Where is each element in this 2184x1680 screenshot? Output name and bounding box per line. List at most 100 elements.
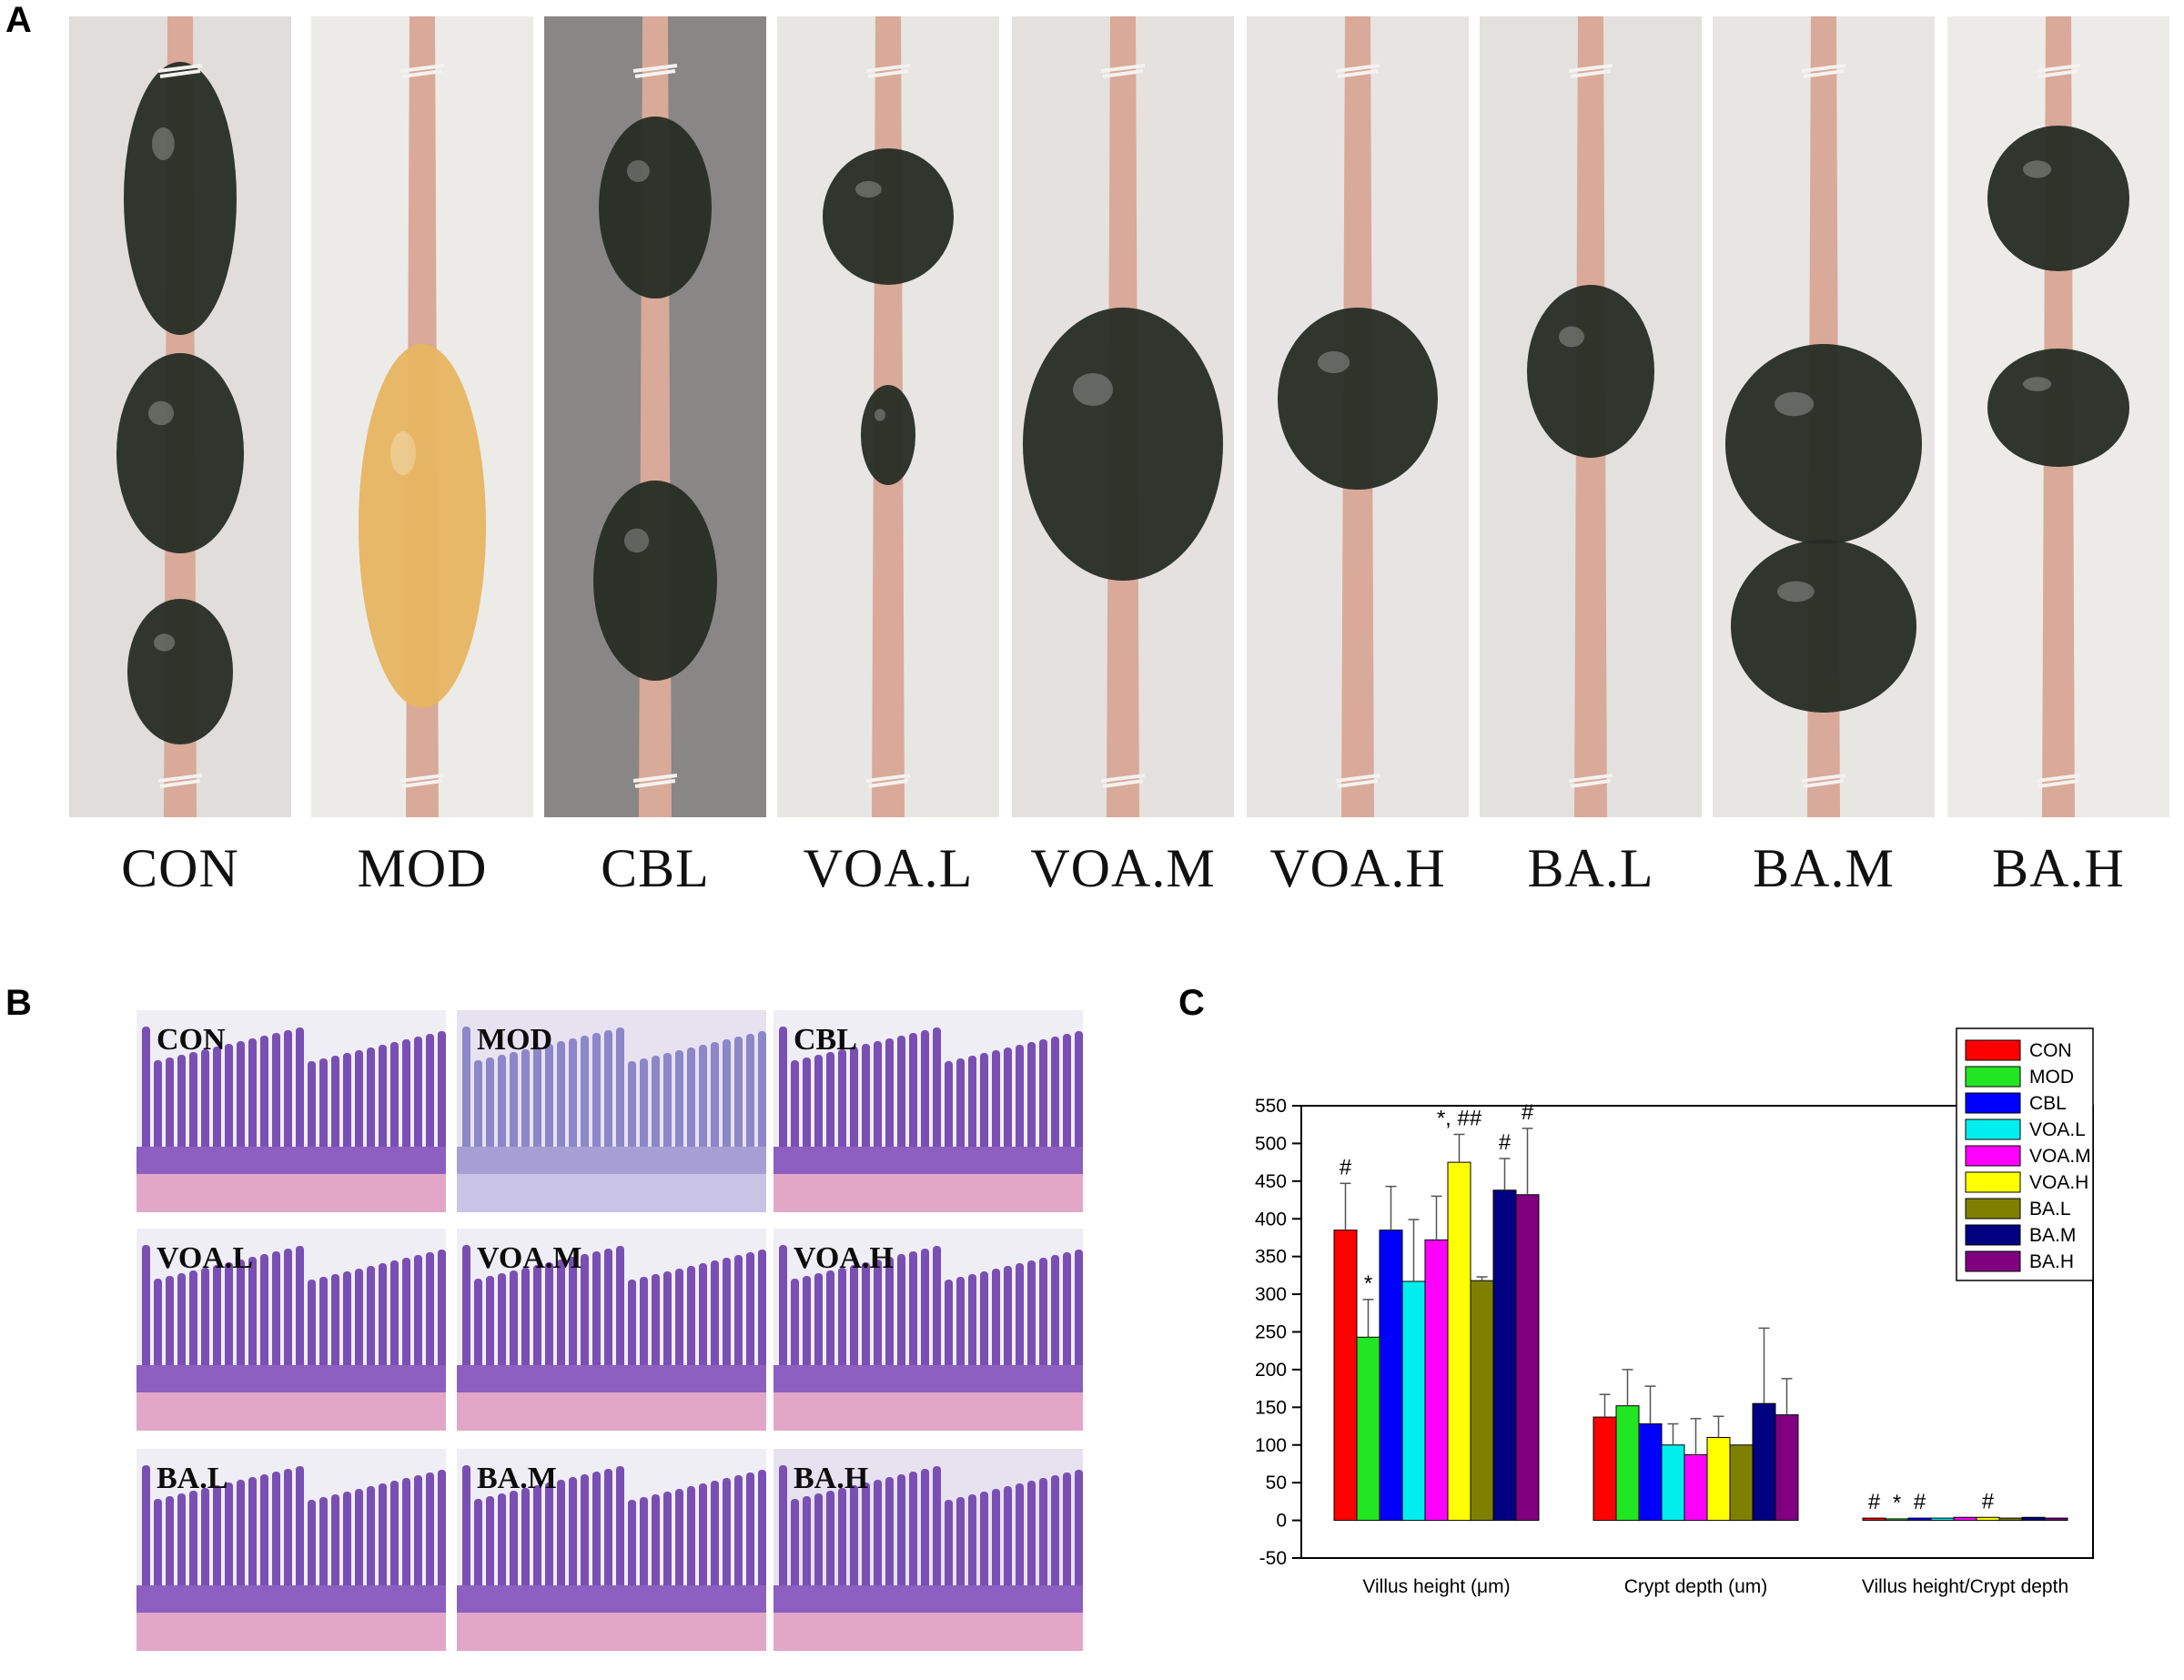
villus	[581, 1036, 589, 1165]
villus	[1063, 1252, 1071, 1383]
villus	[581, 1254, 589, 1383]
villus	[308, 1280, 316, 1383]
villus	[248, 1038, 257, 1165]
intestine-content	[1987, 349, 2129, 467]
histology-image-mod: MOD	[457, 1010, 766, 1212]
villus	[414, 1255, 422, 1383]
villus	[933, 1027, 941, 1165]
villus	[545, 1262, 553, 1383]
villus	[569, 1477, 577, 1604]
intestine-highlight	[1559, 326, 1584, 348]
intestine-content	[116, 353, 244, 553]
bar	[1684, 1454, 1708, 1522]
villus	[296, 1466, 304, 1604]
villus	[675, 1050, 683, 1165]
muscle-layer	[774, 1174, 1083, 1212]
intestine-highlight	[152, 127, 175, 160]
thread-tie	[1335, 774, 1380, 788]
y-tick-label: 100	[1255, 1435, 1287, 1456]
villus	[933, 1466, 941, 1604]
thread-tie	[2036, 774, 2081, 788]
histology-label-mod: MOD	[477, 1023, 553, 1057]
villus	[189, 1052, 197, 1165]
intestine-drawing	[116, 16, 244, 817]
villus	[367, 1047, 375, 1165]
villus	[319, 1058, 328, 1165]
histology-drawing	[774, 1027, 1083, 1212]
legend-label: CON	[2029, 1040, 2072, 1061]
villus	[687, 1047, 695, 1165]
intestine-content	[359, 344, 486, 708]
villus	[663, 1492, 672, 1604]
histology-drawing	[136, 1465, 446, 1651]
intestine-highlight	[624, 528, 650, 553]
legend-swatch	[1965, 1171, 2021, 1193]
villus	[462, 1465, 470, 1604]
villus	[874, 1260, 882, 1383]
villus	[723, 1478, 731, 1604]
histology-label-ba-m: BA.M	[477, 1462, 557, 1495]
crypt-layer	[136, 1147, 446, 1174]
villus	[426, 1034, 434, 1165]
villus	[640, 1497, 648, 1604]
y-tick-label: 550	[1255, 1096, 1287, 1117]
bar	[1401, 1280, 1426, 1522]
legend-label: MOD	[2029, 1067, 2074, 1088]
villus	[980, 1492, 988, 1604]
thread-tie	[1568, 64, 1613, 78]
crypt-layer	[136, 1585, 446, 1613]
villus	[1039, 1258, 1047, 1383]
villus	[510, 1270, 518, 1383]
intestine-highlight	[1774, 391, 1815, 417]
villus	[1051, 1255, 1059, 1383]
y-tick-label: 0	[1276, 1511, 1287, 1532]
intestine-highlight	[154, 633, 176, 652]
crypt-layer	[457, 1365, 766, 1392]
villus	[569, 1038, 577, 1165]
villus	[379, 1483, 387, 1604]
villus	[921, 1469, 929, 1604]
villus	[616, 1466, 624, 1604]
villus	[687, 1266, 695, 1383]
significance-mark: *, ##	[1437, 1106, 1482, 1130]
intestine-content	[124, 62, 237, 335]
intestine-photo-cbl	[544, 16, 766, 817]
villus	[862, 1262, 870, 1383]
villus	[885, 1257, 894, 1383]
villus	[142, 1465, 150, 1604]
intestine-highlight	[148, 400, 174, 426]
villus	[826, 1491, 834, 1604]
intestine-drawing	[1725, 16, 1922, 817]
villus	[390, 1042, 399, 1165]
villus	[874, 1480, 882, 1604]
legend-swatch	[1965, 1092, 2021, 1114]
legend-label: VOA.L	[2029, 1119, 2086, 1140]
villus	[355, 1489, 363, 1604]
bar-chart-svg: -50 0 50 100 150 200 250 300 350 400 450 500 550 Vill…	[1255, 1027, 2094, 1597]
histology-image-cbl: CBL	[774, 1010, 1083, 1212]
villus	[758, 1470, 766, 1604]
villus	[438, 1470, 446, 1604]
villus	[675, 1489, 683, 1604]
thread-tie	[1100, 64, 1146, 78]
thread-tie	[1100, 774, 1146, 788]
villus	[791, 1499, 799, 1604]
villus	[498, 1273, 506, 1383]
villus	[850, 1265, 858, 1383]
crypt-layer	[136, 1365, 446, 1392]
crypt-layer	[774, 1365, 1083, 1392]
villus	[758, 1031, 766, 1165]
villus	[1063, 1034, 1071, 1165]
villus	[308, 1061, 316, 1165]
crypt-layer	[774, 1585, 1083, 1613]
villus	[557, 1260, 565, 1383]
intestine-drawing	[1527, 16, 1654, 817]
villus	[909, 1033, 917, 1165]
photo-label-ba-m: BA.M	[1753, 838, 1895, 898]
legend-swatch	[1965, 1039, 2021, 1061]
villus	[272, 1033, 280, 1165]
intestine-highlight	[2023, 160, 2052, 178]
intestine-drawing	[823, 16, 954, 817]
intestine-content	[1278, 308, 1438, 490]
bar	[1356, 1336, 1380, 1522]
